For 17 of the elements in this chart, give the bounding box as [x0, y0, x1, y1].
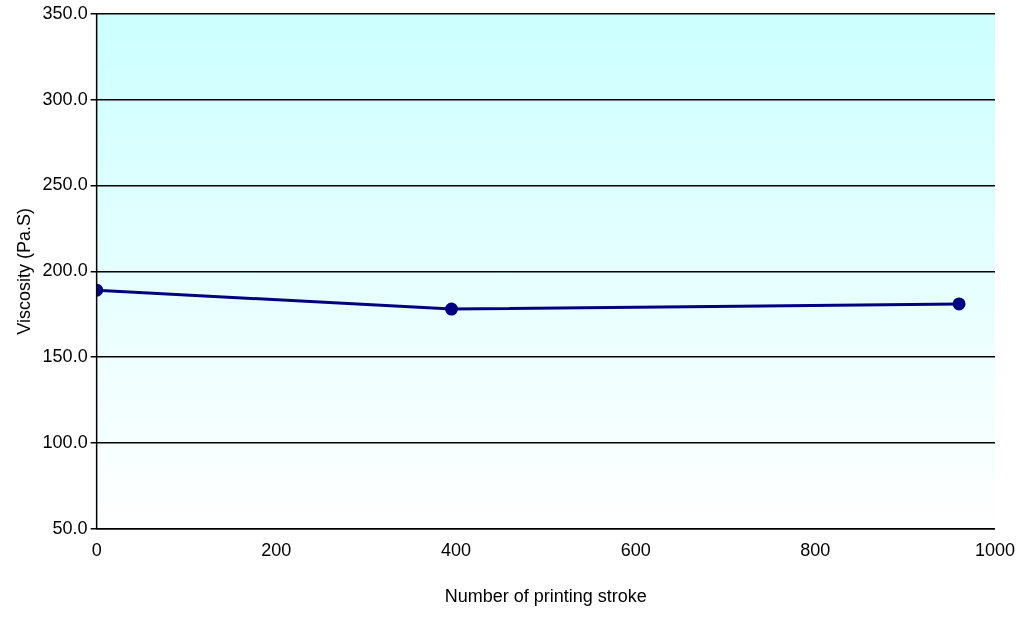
y-tick-label: 150.0 — [42, 346, 88, 367]
x-tick-label: 400 — [440, 539, 472, 560]
y-tick-label: 250.0 — [42, 174, 88, 195]
x-tick-label: 800 — [800, 539, 831, 560]
x-tick-label: 0 — [91, 539, 102, 560]
y-tick-label: 100.0 — [42, 431, 88, 452]
y-tick-label: 300.0 — [42, 88, 88, 109]
point — [445, 302, 458, 316]
y-tick-label: 350.0 — [42, 2, 88, 23]
point — [952, 297, 966, 311]
x-tick-label: 1000 — [974, 539, 1016, 560]
y-tick-label: 50.0 — [52, 517, 88, 538]
x-tick-label: 600 — [620, 539, 651, 560]
y-axis-title: Viscosity (Pa.S) — [13, 207, 34, 335]
x-tick-label: 200 — [261, 539, 292, 560]
y-tick-label: 200.0 — [42, 260, 88, 281]
x-axis-title: Number of printing stroke — [444, 586, 647, 607]
